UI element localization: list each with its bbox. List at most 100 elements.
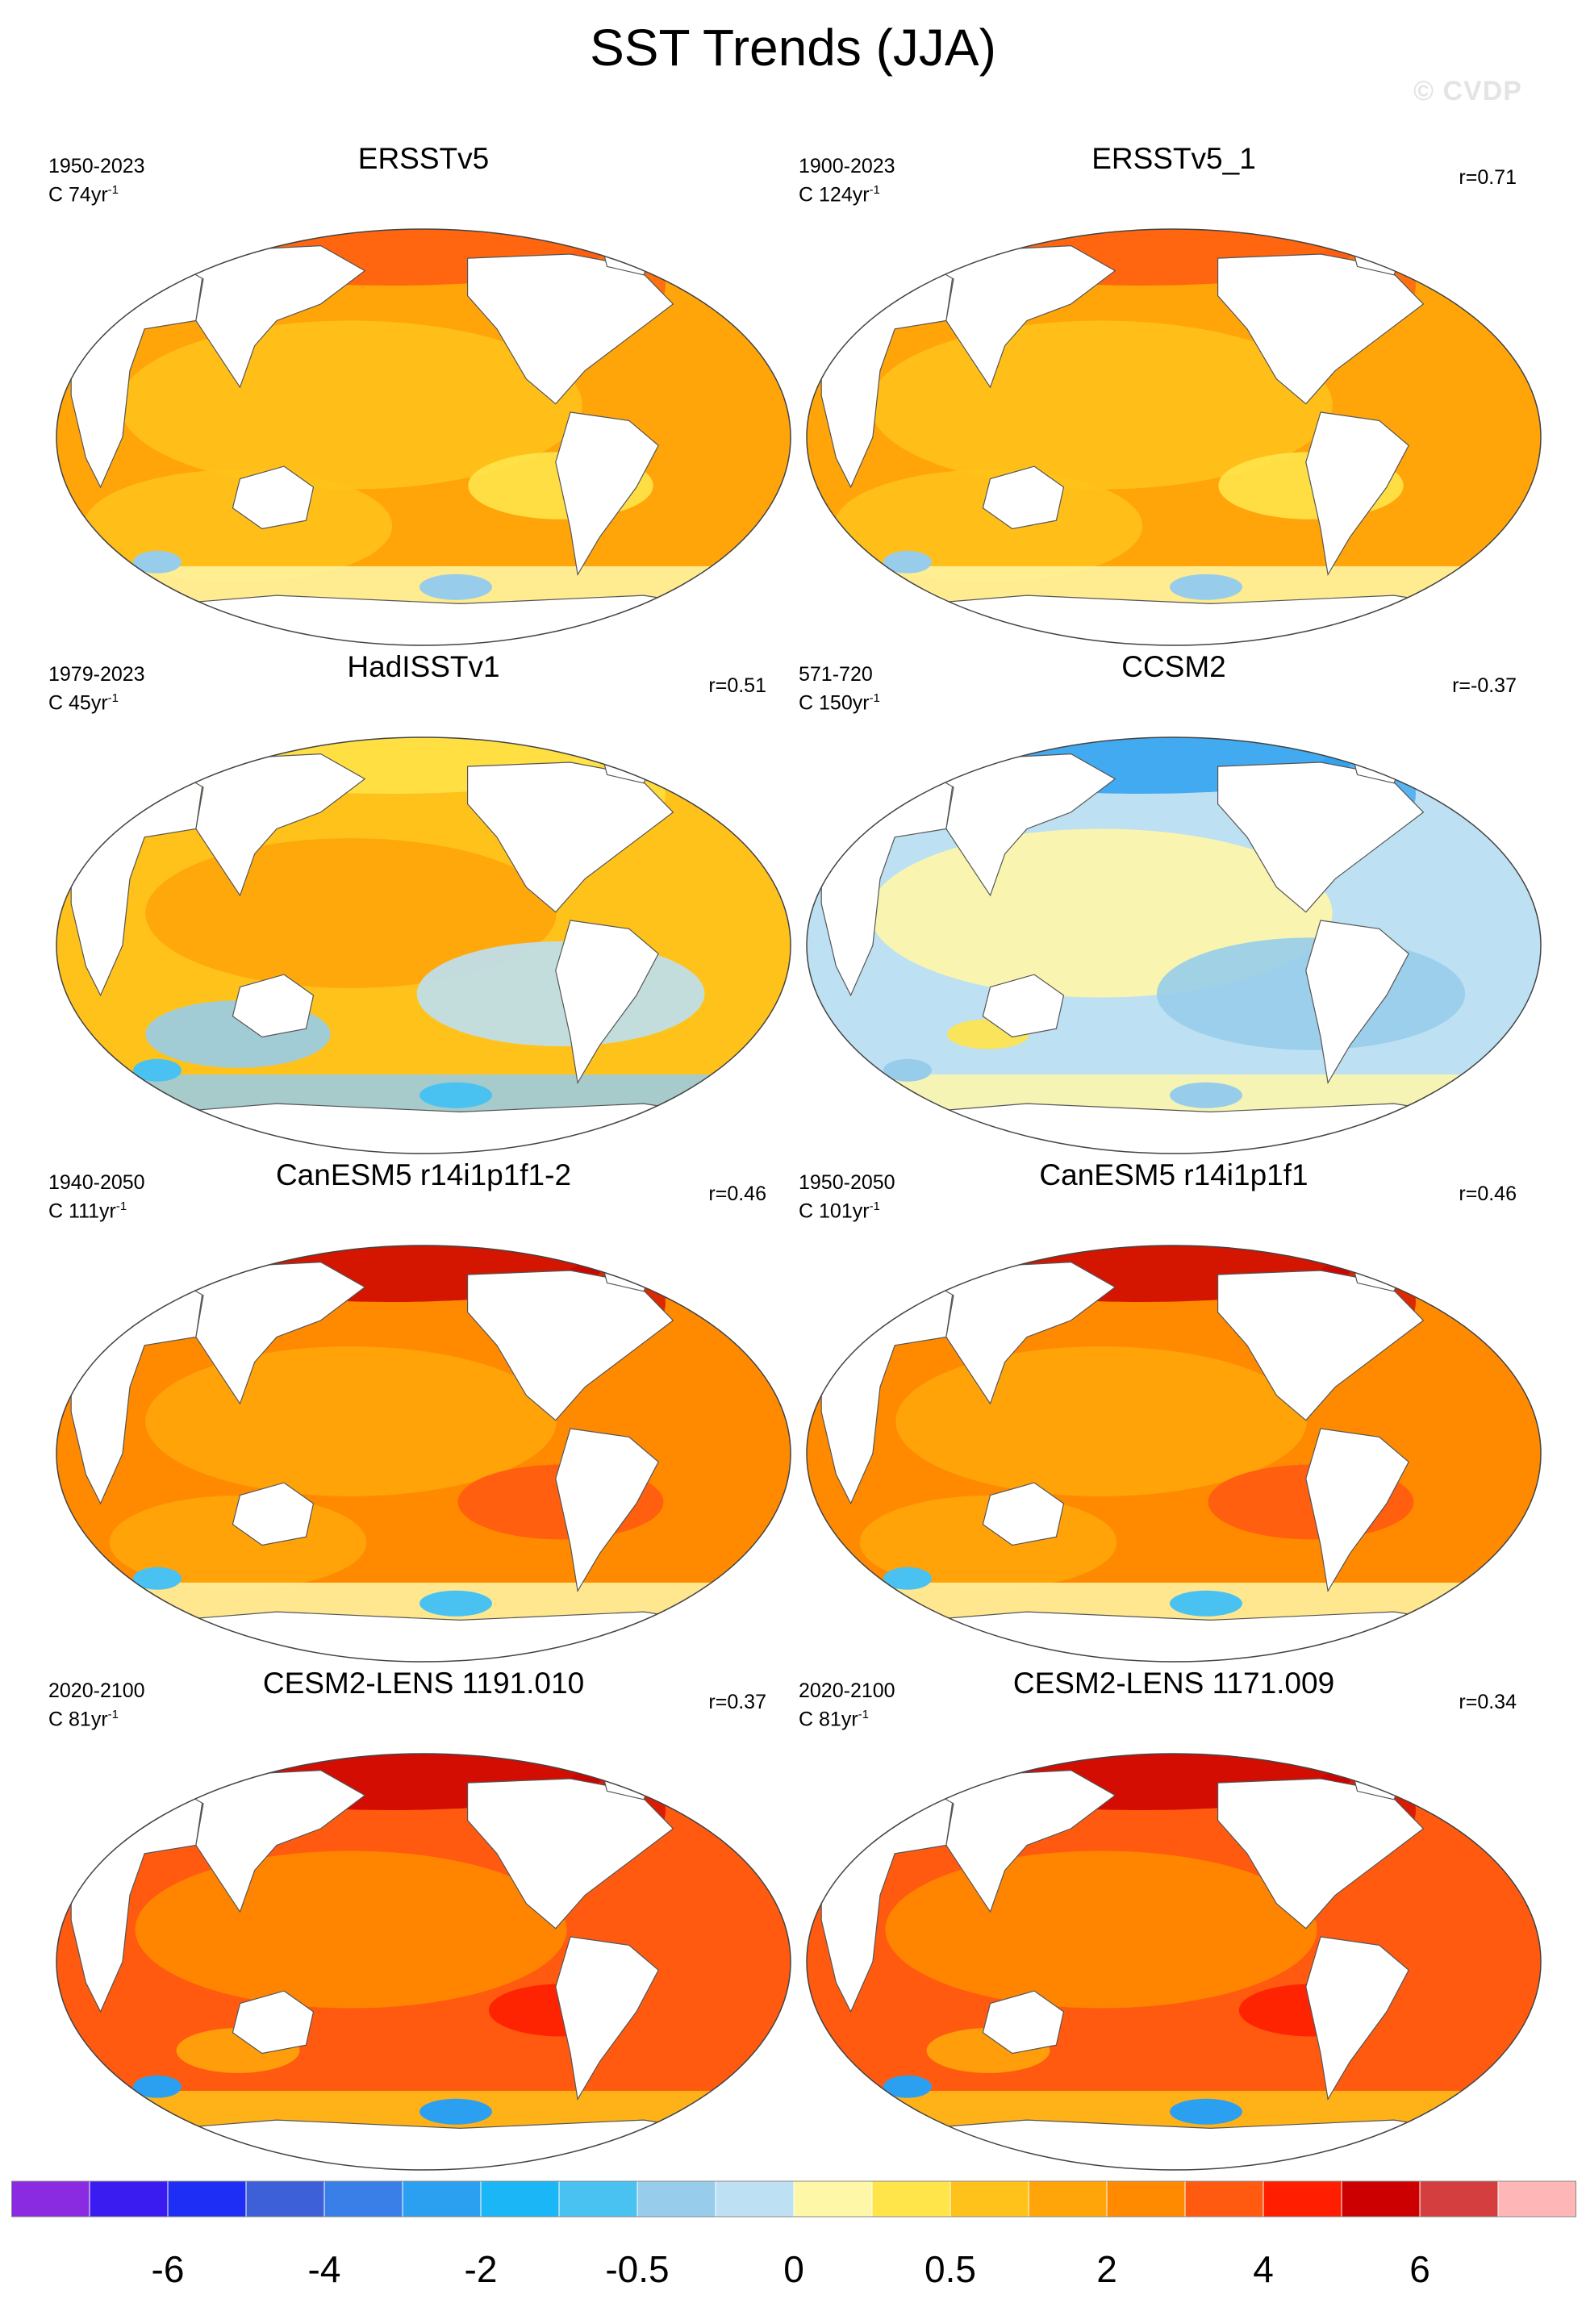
trend-region [883,1567,932,1590]
map-panel: CCSM2 571-720 C 150yr-1 r=-0.37 [799,650,1549,1155]
colorbar [11,2180,1576,2218]
colorbar-tick-label: -0.5 [605,2248,670,2290]
colorbar-tick-label: 2 [1096,2248,1117,2290]
map-border [56,736,791,1154]
colorbar-box [558,2180,638,2218]
pattern-correlation: r=0.37 [708,1691,766,1713]
trend-region [419,1590,492,1617]
period-label: 571-720 [799,663,873,686]
units-value: 45yr [69,691,108,715]
units-value: 150yr [819,691,870,715]
pattern-correlation: r=0.51 [708,674,766,697]
units-label: C 81yr-1 [48,1703,119,1731]
units-exponent: -1 [115,1200,127,1213]
colorbar-box [793,2180,873,2218]
units-prefix: C [48,1708,64,1731]
colorbar-tick-label: -2 [464,2248,498,2290]
land-antarctica [70,1103,777,1154]
colorbar-box [1028,2180,1108,2218]
land-antarctica [70,2119,777,2170]
colorbar-tick-label: -4 [307,2248,341,2290]
land-asia [157,244,366,389]
units-value: 111yr [69,1200,116,1223]
units-exponent: -1 [107,1708,119,1721]
colorbar-box [245,2180,325,2218]
trend-region [1170,1590,1242,1617]
trend-region [1170,574,1242,600]
trend-region [419,574,492,600]
units-prefix: C [48,183,64,207]
land-south-america [1305,1428,1409,1593]
land-australia [982,465,1065,530]
units-exponent: -1 [107,691,119,705]
colorbar-labels: -6 -4 -2 -0.5 0 0.5 2 4 6 [0,2247,1586,2304]
map-border [806,1245,1542,1663]
period-label: 1950-2050 [799,1171,895,1194]
colorbar-tick-label: 0 [783,2248,804,2290]
land-australia [232,1482,315,1546]
units-exponent: -1 [869,1200,880,1213]
units-prefix: C [799,1200,814,1223]
panel-title: CCSM2 [1121,650,1226,683]
units-label: C 150yr-1 [799,686,880,715]
colorbar-box [480,2180,560,2218]
units-label: C 124yr-1 [799,178,880,207]
colorbar-box [1184,2180,1264,2218]
pattern-correlation: r=0.46 [708,1183,766,1205]
map-border [806,1753,1542,2171]
land-south-america [1305,1936,1409,2101]
units-label: C 81yr-1 [799,1703,869,1731]
land-antarctica [70,595,777,645]
map-panel: CESM2-LENS 1171.009 2020-2100 C 81yr-1 r=0.… [799,1667,1549,2172]
trend-region [145,838,557,988]
panel-title: ERSSTv5_1 [1091,142,1256,175]
land-antarctica [820,595,1527,645]
trend-region [885,1850,1317,2009]
colorbar-box [89,2180,169,2218]
trend-region [883,550,932,574]
pattern-correlation: r=0.71 [1459,166,1517,189]
panel-title: CanESM5 r14i1p1f1-2 [275,1158,572,1191]
colorbar-box [1419,2180,1499,2218]
land-south-america [555,411,659,577]
map-panel: ERSSTv5 1950-2023 C 74yr-1 [48,142,799,647]
colorbar-box [11,2180,90,2218]
colorbar-tick-label: 0.5 [924,2248,976,2290]
land-asia [908,753,1116,897]
land-asia [157,753,366,897]
land-south-america [1305,411,1409,577]
sst-map [806,228,1542,646]
sst-map [56,736,791,1154]
trend-region [133,2075,182,2098]
map-border [56,228,791,646]
units-prefix: C [799,691,814,715]
period-label: 1950-2023 [48,155,145,177]
colorbar-box [1341,2180,1421,2218]
pattern-correlation: r=0.34 [1459,1691,1517,1713]
colorbar-box [1106,2180,1186,2218]
trend-region [419,1082,492,1108]
period-label: 1940-2050 [48,1171,145,1194]
colorbar-box [1263,2180,1342,2218]
land-asia [908,244,1116,389]
trend-region [133,1567,182,1590]
map-panel: CanESM5 r14i1p1f1-2 1940-2050 C 111yr-1 r=0… [48,1158,799,1663]
units-exponent: -1 [858,1708,869,1721]
land-antarctica [70,1611,777,1662]
period-label: 2020-2100 [48,1679,145,1702]
map-panel: CanESM5 r14i1p1f1 1950-2050 C 101yr-1 r=0.4… [799,1158,1549,1663]
trend-region [419,2098,492,2125]
land-antarctica [820,1611,1527,1662]
panel-title: HadISSTv1 [347,650,500,683]
trend-region [1170,2098,1242,2125]
sst-map [56,1753,791,2171]
land-asia [908,1261,1116,1405]
units-exponent: -1 [869,183,880,197]
trend-region [895,1346,1307,1496]
trend-region [133,1058,182,1082]
colorbar-tick-label: 4 [1253,2248,1274,2290]
map-panel: CESM2-LENS 1191.010 2020-2100 C 81yr-1 r=0.… [48,1667,799,2172]
sst-map [806,736,1542,1154]
sst-map [806,1245,1542,1663]
panel-title: CESM2-LENS 1171.009 [1012,1667,1335,1700]
